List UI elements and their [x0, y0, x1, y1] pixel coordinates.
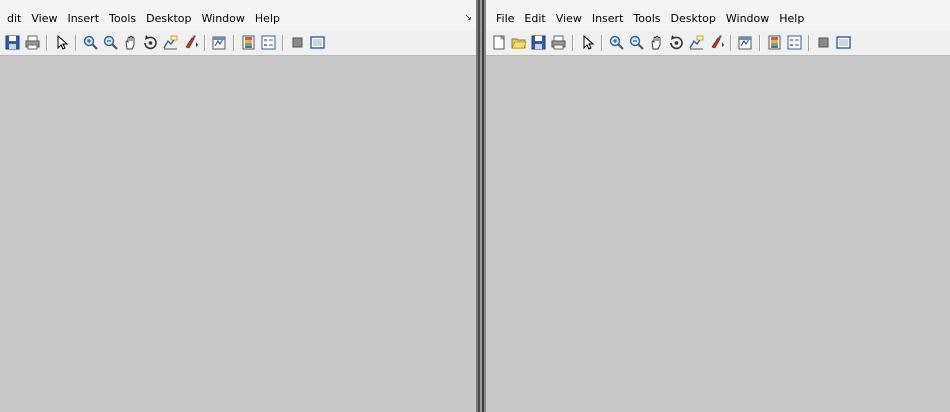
menu-bar: File Edit View Insert Tools Desktop Window Help: [486, 0, 950, 30]
open-file-icon[interactable]: [509, 34, 527, 52]
data-cursor-icon[interactable]: [687, 34, 705, 52]
dock-arrow-icon[interactable]: ↘: [464, 13, 472, 23]
show-plot-tools-icon[interactable]: [834, 34, 852, 52]
save-icon[interactable]: [529, 34, 547, 52]
zoom-in-icon[interactable]: [81, 34, 99, 52]
toolbar-separator: [233, 34, 234, 51]
print-icon[interactable]: [23, 34, 41, 52]
data-cursor-icon[interactable]: [161, 34, 179, 52]
menu-item-file[interactable]: File: [496, 12, 515, 25]
menu-item-window[interactable]: Window: [201, 12, 245, 25]
figure-window-left: dit View Insert Tools Desktop Window Help ↘ 050…: [0, 0, 476, 412]
pointer-icon[interactable]: [52, 34, 70, 52]
zoom-out-icon[interactable]: [101, 34, 119, 52]
link-plot-icon[interactable]: [736, 34, 754, 52]
legend-icon[interactable]: [259, 34, 277, 52]
toolbar-separator: [808, 34, 809, 51]
zoom-out-icon[interactable]: [627, 34, 645, 52]
figure-toolbar: 050100150200250300020040060080010001200: [486, 30, 950, 56]
menu-item-window[interactable]: Window: [725, 12, 770, 25]
colorbar-icon[interactable]: [765, 34, 783, 52]
print-icon[interactable]: [549, 34, 567, 52]
window-splitter[interactable]: [476, 0, 486, 412]
toolbar-separator: [204, 34, 205, 51]
toolbar-separator: [730, 34, 731, 51]
pointer-icon[interactable]: [578, 34, 596, 52]
pan-icon[interactable]: [121, 34, 139, 52]
brush-icon[interactable]: [707, 34, 725, 52]
menu-item-help[interactable]: Help: [254, 12, 280, 25]
menu-item-desktop[interactable]: Desktop: [146, 12, 192, 25]
menu-item-view[interactable]: View: [31, 12, 58, 25]
toolbar-separator: [572, 34, 573, 51]
toolbar-separator: [759, 34, 760, 51]
toolbar-separator: [601, 34, 602, 51]
line-chart-left: [0, 56, 476, 412]
legend-icon[interactable]: [785, 34, 803, 52]
brush-icon[interactable]: [181, 34, 199, 52]
menu-item-insert[interactable]: Insert: [591, 12, 624, 25]
figure-window-right: File Edit View Insert Tools Desktop Window Help…: [486, 0, 950, 412]
rotate-icon[interactable]: [667, 34, 685, 52]
pan-icon[interactable]: [647, 34, 665, 52]
menu-bar: dit View Insert Tools Desktop Window Help ↘: [0, 0, 476, 30]
menu-item-desktop[interactable]: Desktop: [670, 12, 716, 25]
rotate-icon[interactable]: [141, 34, 159, 52]
toolbar-separator: [282, 34, 283, 51]
colorbar-icon[interactable]: [239, 34, 257, 52]
plot-area: [486, 56, 950, 412]
line-chart-right: [486, 56, 950, 412]
link-plot-icon[interactable]: [210, 34, 228, 52]
show-plot-tools-icon[interactable]: [308, 34, 326, 52]
menu-item-tools[interactable]: Tools: [633, 12, 661, 25]
menu-item-help[interactable]: Help: [779, 12, 805, 25]
toolbar-separator: [75, 34, 76, 51]
menu-item-dit[interactable]: dit: [7, 12, 22, 25]
menu-item-tools[interactable]: Tools: [109, 12, 137, 25]
hide-plot-tools-icon[interactable]: [814, 34, 832, 52]
menu-item-insert[interactable]: Insert: [67, 12, 100, 25]
save-icon[interactable]: 050100150200250300020040060080010001200: [3, 34, 21, 52]
zoom-in-icon[interactable]: [607, 34, 625, 52]
plot-area: [0, 56, 476, 412]
toolbar-separator: [46, 34, 47, 51]
new-figure-icon[interactable]: 050100150200250300020040060080010001200: [489, 34, 507, 52]
hide-plot-tools-icon[interactable]: [288, 34, 306, 52]
menu-item-view[interactable]: View: [555, 12, 582, 25]
menu-item-edit[interactable]: Edit: [524, 12, 546, 25]
figure-toolbar: 050100150200250300020040060080010001200: [0, 30, 476, 56]
